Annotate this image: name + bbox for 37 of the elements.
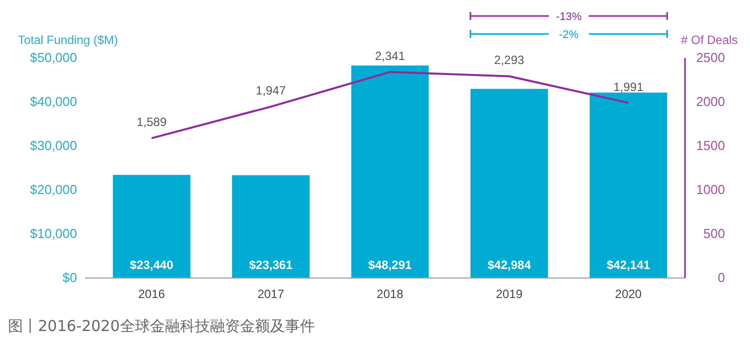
y-tick-label: $20,000 bbox=[30, 182, 77, 197]
y-tick-label: $50,000 bbox=[30, 50, 77, 65]
y2-tick-label: 0 bbox=[718, 270, 725, 285]
data-label: 1,991 bbox=[613, 80, 644, 94]
y-axis-title: Total Funding ($M) bbox=[18, 33, 118, 47]
data-label: $48,291 bbox=[368, 258, 412, 272]
x-tick-label: 2016 bbox=[138, 287, 166, 301]
y-tick-label: $40,000 bbox=[30, 94, 77, 109]
data-label: $23,361 bbox=[249, 258, 293, 272]
x-tick-label: 2019 bbox=[496, 287, 523, 301]
y2-axis-title: # Of Deals bbox=[681, 33, 738, 47]
data-label: $23,440 bbox=[130, 258, 174, 272]
text: 图丨2016-2020全球金融科技融资金额及事件 bbox=[8, 317, 315, 335]
y2-tick-label: 1000 bbox=[696, 182, 725, 197]
y-tick-label: $0 bbox=[62, 270, 77, 285]
span-bracket: -13% bbox=[470, 9, 668, 23]
y-tick-label: $30,000 bbox=[30, 138, 77, 153]
bar bbox=[470, 88, 548, 278]
bar bbox=[590, 92, 668, 278]
data-label: 1,589 bbox=[136, 115, 167, 130]
x-tick-label: 2020 bbox=[615, 287, 642, 301]
span-bracket: -2% bbox=[470, 27, 668, 41]
x-tick-label: 2018 bbox=[376, 287, 404, 301]
bar bbox=[232, 175, 310, 278]
data-label: 1,947 bbox=[256, 84, 286, 98]
bar bbox=[351, 66, 429, 278]
y-tick-label: $10,000 bbox=[30, 226, 77, 241]
data-label: 2,293 bbox=[494, 53, 525, 68]
data-label: 2,341 bbox=[374, 48, 406, 63]
y2-tick-label: 2000 bbox=[696, 94, 725, 109]
bar bbox=[112, 174, 190, 278]
y2-tick-label: 2500 bbox=[696, 50, 725, 65]
data-label: $42,141 bbox=[606, 258, 650, 272]
y2-tick-label: 500 bbox=[703, 226, 725, 241]
x-tick-label: 2017 bbox=[257, 287, 284, 301]
y2-tick-label: 1500 bbox=[696, 138, 725, 153]
data-label: $42,984 bbox=[487, 258, 532, 272]
